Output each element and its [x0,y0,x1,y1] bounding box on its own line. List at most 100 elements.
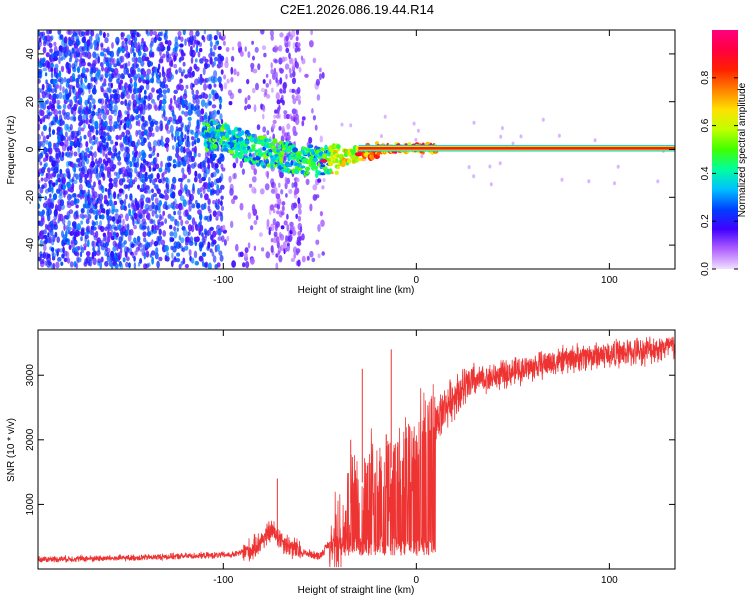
spectrogram-noise-cell [489,182,493,187]
spectrogram-noise-cell [77,114,83,122]
spectrogram-noise-cell [290,58,294,64]
spectrogram-noise-cell [155,247,159,255]
spectrogram-noise-cell [250,62,255,69]
spectrogram-noise-cell [133,41,138,49]
spectrogram-noise-cell [189,150,192,157]
spectrogram-noise-cell [216,40,220,45]
carrier-line-core [358,147,675,150]
spectrogram-noise-cell [298,66,302,73]
spectrogram-noise-cell [171,191,176,199]
spectrogram-noise-cell [62,246,65,254]
x-tick-label: 100 [601,575,618,586]
spectrogram-noise-cell [144,171,148,177]
spectrogram-noise-cell [175,69,178,75]
spectrogram-noise-cell [250,163,256,171]
spectrogram-noise-cell [163,116,168,121]
spectrogram-noise-cell [319,67,322,73]
spectrogram-noise-cell [184,134,187,140]
spectrogram-noise-cell [219,254,224,262]
spectrogram-noise-cell [58,150,61,158]
spectrogram-noise-cell [283,155,287,161]
spectrogram-noise-cell [193,250,198,259]
spectrogram-noise-cell [179,195,185,202]
spectrogram-noise-cell [199,220,202,225]
spectrogram-noise-cell [204,93,209,100]
spectrogram-noise-cell [315,239,320,245]
spectrogram-noise-cell [207,198,211,206]
spectrogram-noise-cell [412,121,416,126]
spectrogram-noise-cell [148,153,153,159]
spectrogram-noise-cell [217,236,222,242]
spectrogram-noise-cell [166,129,171,134]
spectrogram-noise-cell [97,69,101,75]
spectrogram-noise-cell [67,214,71,219]
spectrogram-noise-cell [119,113,123,119]
spectrogram-noise-cell [112,164,117,170]
spectrogram-noise-cell [212,200,216,205]
spectrogram-noise-cell [179,48,183,53]
spectrogram-noise-cell [61,135,66,141]
spectrogram-noise-cell [113,177,118,184]
spectrogram-noise-cell [144,120,149,127]
spectrogram-ridge-cell [266,163,272,168]
spectrogram-ridge-cell [311,161,316,166]
spectrogram-noise-cell [40,177,44,182]
spectrogram-noise-cell [59,168,63,175]
spectrogram-noise-cell [231,198,236,205]
spectrogram-noise-cell [107,82,112,87]
spectrogram-noise-cell [52,182,56,187]
spectrogram-noise-cell [218,250,223,256]
spectrogram-noise-cell [120,100,124,105]
spectrogram-noise-cell [96,172,100,181]
spectrogram-noise-cell [163,189,168,195]
y-tick-label: 40 [25,48,36,60]
spectrogram-noise-cell [42,67,48,72]
spectrogram-noise-cell [285,113,290,120]
spectrogram-noise-cell [197,51,201,58]
spectrogram-noise-cell [62,120,65,125]
spectrogram-noise-cell [79,103,83,112]
spectrogram-noise-cell [69,52,73,60]
spectrogram-noise-cell [174,99,178,105]
spectrogram-noise-cell [233,68,237,76]
spectrogram-ridge-cell [272,138,278,145]
spectrogram-noise-cell [297,202,302,210]
spectrogram-noise-cell [75,30,79,36]
spectrogram-noise-cell [52,93,57,100]
spectrogram-noise-cell [246,104,252,110]
spectrogram-ridge-cell [281,168,285,173]
spectrogram-noise-cell [253,220,258,225]
spectrogram-noise-cell [137,139,141,146]
spectrogram-noise-cell [73,179,78,184]
spectrogram-marks [38,30,675,269]
spectrogram-noise-cell [145,73,150,82]
spectrogram-noise-cell [180,121,185,128]
spectrogram-noise-cell [55,261,60,269]
spectrogram-noise-cell [174,135,177,143]
spectrogram-noise-cell [223,74,227,80]
spectrogram-noise-cell [557,133,561,138]
spectrogram-noise-cell [140,248,144,253]
spectrogram-noise-cell [277,197,282,206]
spectrogram-noise-cell [93,104,96,110]
spectrogram-noise-cell [81,82,86,91]
spectrogram-noise-cell [86,181,92,189]
spectrogram-noise-cell [171,132,174,138]
colorbar-ticks: 0.0 0.2 0.4 0.6 0.8 [700,70,738,276]
spectrogram-noise-cell [137,129,142,136]
spectrogram-noise-cell [83,134,87,140]
spectrogram-noise-cell [119,142,124,148]
spectrogram-noise-cell [41,83,45,91]
spectrogram-noise-cell [286,123,291,130]
spectrogram-noise-cell [80,89,85,96]
spectrogram-noise-cell [297,215,302,222]
spectrogram-noise-cell [117,161,122,166]
spectrogram-noise-cell [106,252,110,258]
colorbar-tick-label: 0.6 [700,118,711,132]
spectrogram-noise-cell [69,145,73,151]
spectrogram-noise-cell [230,55,235,62]
spectrogram-noise-cell [301,120,305,127]
spectrogram-ridge-cell [205,123,212,128]
spectrogram-noise-cell [77,231,81,236]
spectrogram-noise-cell [131,93,135,101]
